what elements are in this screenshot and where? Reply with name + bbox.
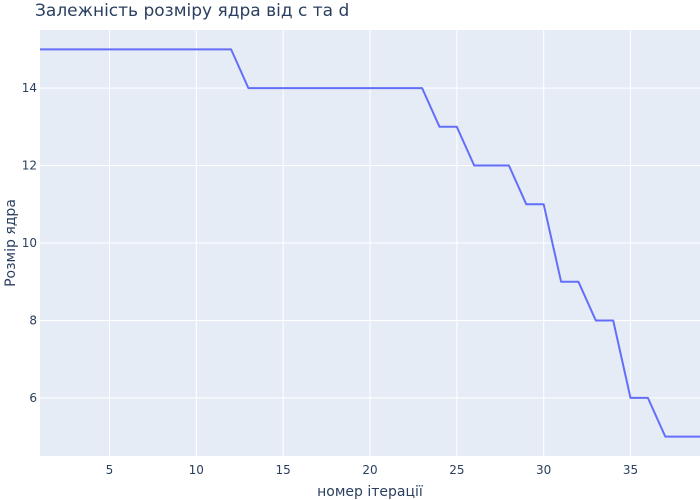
y-axis-title: Розмір ядра xyxy=(3,199,19,287)
x-tick-label: 30 xyxy=(536,463,551,477)
x-axis-title: номер ітерації xyxy=(317,484,423,500)
y-axis-ticks: 6 8 10 12 14 xyxy=(22,81,37,405)
x-tick-label: 10 xyxy=(189,463,204,477)
chart-title: Залежність розміру ядра від с та d xyxy=(35,1,349,21)
y-tick-label: 12 xyxy=(22,159,37,173)
x-tick-label: 20 xyxy=(362,463,377,477)
x-tick-label: 15 xyxy=(276,463,291,477)
y-tick-label: 6 xyxy=(29,391,37,405)
x-tick-label: 25 xyxy=(449,463,464,477)
series-line xyxy=(40,48,700,438)
y-tick-label: 14 xyxy=(22,81,37,95)
series-layer xyxy=(40,48,700,438)
y-tick-label: 10 xyxy=(22,236,37,250)
x-tick-label: 5 xyxy=(106,463,114,477)
x-axis-ticks: 5 10 15 20 25 30 35 xyxy=(106,463,639,477)
y-tick-label: 8 xyxy=(29,313,37,327)
grid-lines xyxy=(40,30,700,456)
x-tick-label: 35 xyxy=(623,463,638,477)
